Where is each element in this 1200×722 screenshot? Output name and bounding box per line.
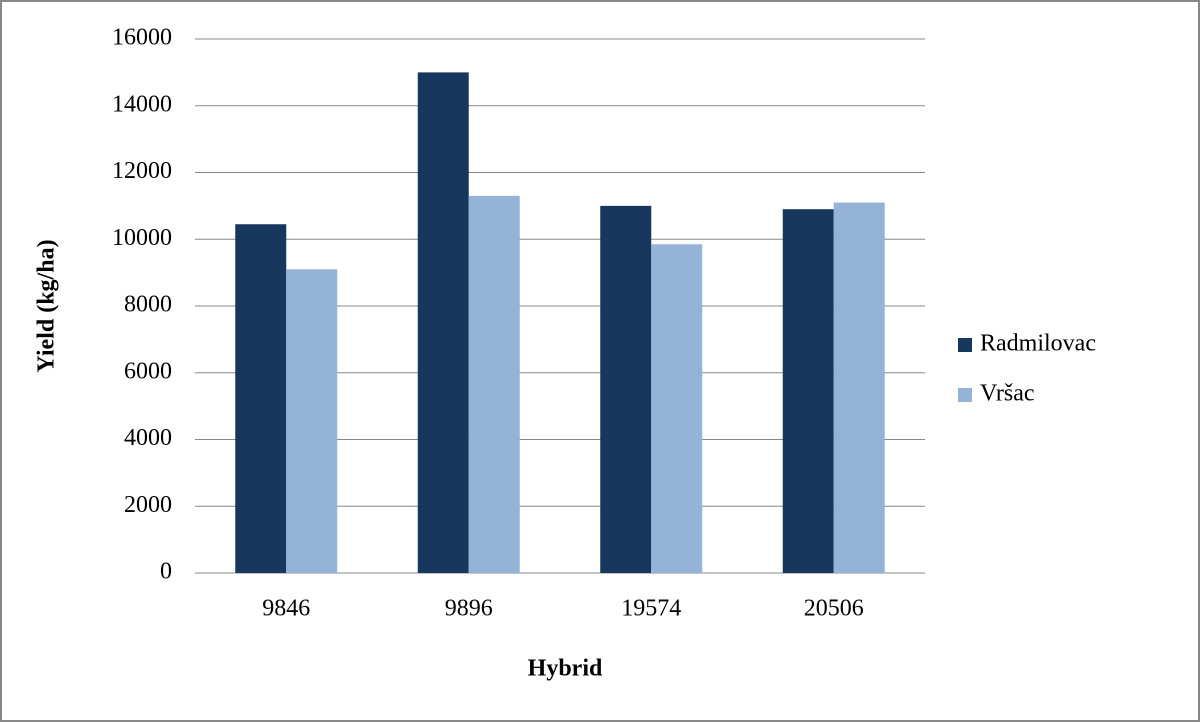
- legend-label: Vršac: [980, 381, 1035, 407]
- bar: [286, 269, 338, 573]
- y-axis-label: Yield (kg/ha): [34, 239, 60, 372]
- y-tick-label: 10000: [112, 225, 172, 251]
- y-tick-label: 2000: [124, 492, 172, 518]
- y-tick-label: 0: [160, 559, 172, 585]
- bar: [651, 244, 703, 573]
- legend-swatch: [958, 338, 972, 352]
- y-tick-label: 14000: [112, 91, 172, 117]
- y-tick-label: 16000: [112, 25, 172, 51]
- x-tick-label: 9896: [445, 596, 493, 622]
- x-tick-label: 20506: [804, 596, 864, 622]
- x-tick-label: 9846: [262, 596, 310, 622]
- bar: [833, 202, 885, 573]
- bar: [235, 224, 287, 573]
- bar: [468, 195, 520, 574]
- x-tick-label: 19574: [621, 596, 681, 622]
- y-tick-label: 8000: [124, 292, 172, 318]
- bar: [600, 205, 652, 573]
- bar: [417, 72, 469, 573]
- y-tick-label: 12000: [112, 158, 172, 184]
- x-axis-label: Hybrid: [528, 656, 603, 682]
- legend-label: Radmilovac: [980, 331, 1096, 357]
- y-tick-label: 4000: [124, 425, 172, 451]
- bar: [782, 209, 834, 573]
- y-tick-label: 6000: [124, 358, 172, 384]
- legend-swatch: [958, 388, 972, 402]
